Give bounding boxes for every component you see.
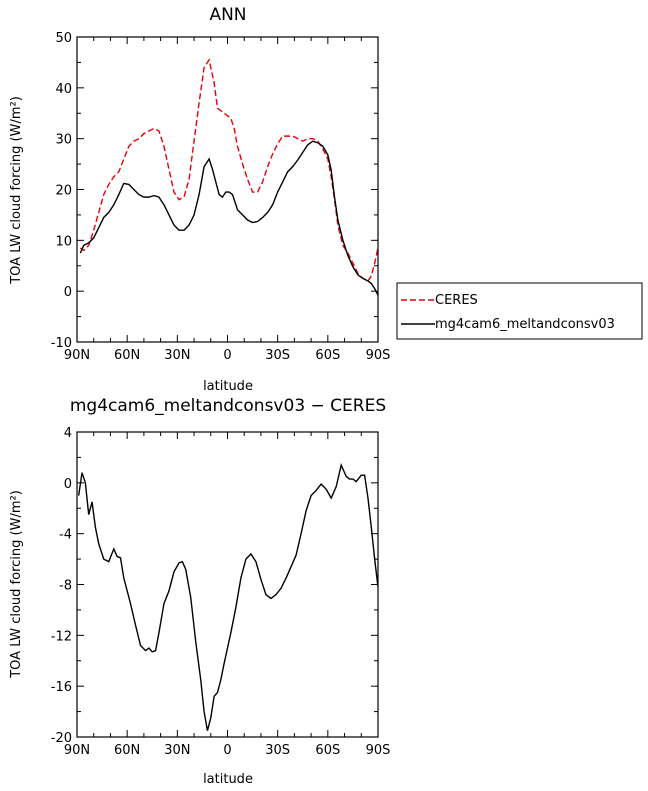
top-y-tick-label: -10	[51, 336, 72, 351]
bottom-y-tick-label: -16	[51, 680, 72, 695]
legend-label-ceres: CERES	[435, 293, 478, 308]
bottom-x-tick-label: 60N	[114, 743, 140, 758]
bottom-chart-title: mg4cam6_meltandconsv03 − CERES	[70, 396, 386, 416]
bottom-y-tick-label: -8	[59, 579, 72, 594]
top-plot-area: 90N 60N 30N 0 30S 60S 90S -10 0 10 20 30 40 50	[51, 31, 391, 363]
chart-top: ANN 90N 60N 30N 0 30S 60S 90S -10 0 10 20 30 40 50 la…	[9, 5, 643, 394]
legend: CERES mg4cam6_meltandconsv03	[396, 282, 643, 340]
bottom-plot-area: 90N 60N 30N 0 30S 60S 90S -20 -16 -12 -8 -4 0 4	[51, 426, 391, 758]
top-chart-title: ANN	[209, 5, 246, 25]
top-x-tick-label: 60S	[315, 348, 340, 363]
bottom-y-tick-label: -4	[59, 528, 72, 543]
top-y-tick-label: 20	[55, 184, 72, 199]
top-plot-frame	[76, 36, 379, 343]
top-series-line-ceres	[79, 58, 378, 282]
top-y-tick-label: 10	[55, 234, 72, 249]
bottom-series-line-0	[77, 462, 378, 731]
top-x-tick-label: 60N	[114, 348, 140, 363]
top-x-tick-label: 0	[223, 348, 231, 363]
bottom-plot-frame	[76, 431, 379, 738]
bottom-x-tick-label: 90S	[366, 743, 391, 758]
bottom-y-tick-label: -20	[51, 731, 72, 746]
bottom-y-tick-label: -12	[51, 629, 72, 644]
top-x-tick-label: 90S	[366, 348, 391, 363]
legend-label-model: mg4cam6_meltandconsv03	[435, 317, 615, 332]
bottom-x-tick-label: 60S	[315, 743, 340, 758]
top-y-tick-label: 40	[55, 82, 72, 97]
bottom-x-tick-label: 30N	[164, 743, 190, 758]
bottom-x-tick-label: 0	[223, 743, 231, 758]
top-y-axis-label: TOA LW cloud forcing (W/m²)	[9, 96, 24, 285]
top-x-tick-label: 30N	[164, 348, 190, 363]
top-series-line-mg4cam6-meltandconsv03	[79, 140, 378, 296]
top-y-tick-label: 0	[64, 285, 72, 300]
top-x-tick-label: 30S	[265, 348, 290, 363]
legend-box	[396, 282, 643, 340]
bottom-x-axis-label: latitude	[203, 772, 253, 787]
bottom-y-axis-label: TOA LW cloud forcing (W/m²)	[9, 490, 24, 679]
top-y-tick-label: 30	[55, 133, 72, 148]
bottom-x-tick-label: 30S	[265, 743, 290, 758]
top-y-tick-label: 50	[55, 31, 72, 46]
top-x-axis-label: latitude	[203, 379, 253, 394]
bottom-y-tick-label: 0	[64, 477, 72, 492]
bottom-y-tick-label: 4	[64, 426, 72, 441]
bottom-x-tick-label: 90N	[64, 743, 90, 758]
top-x-tick-label: 90N	[64, 348, 90, 363]
chart-bottom: mg4cam6_meltandconsv03 − CERES 90N 60N 30N…	[9, 396, 390, 787]
